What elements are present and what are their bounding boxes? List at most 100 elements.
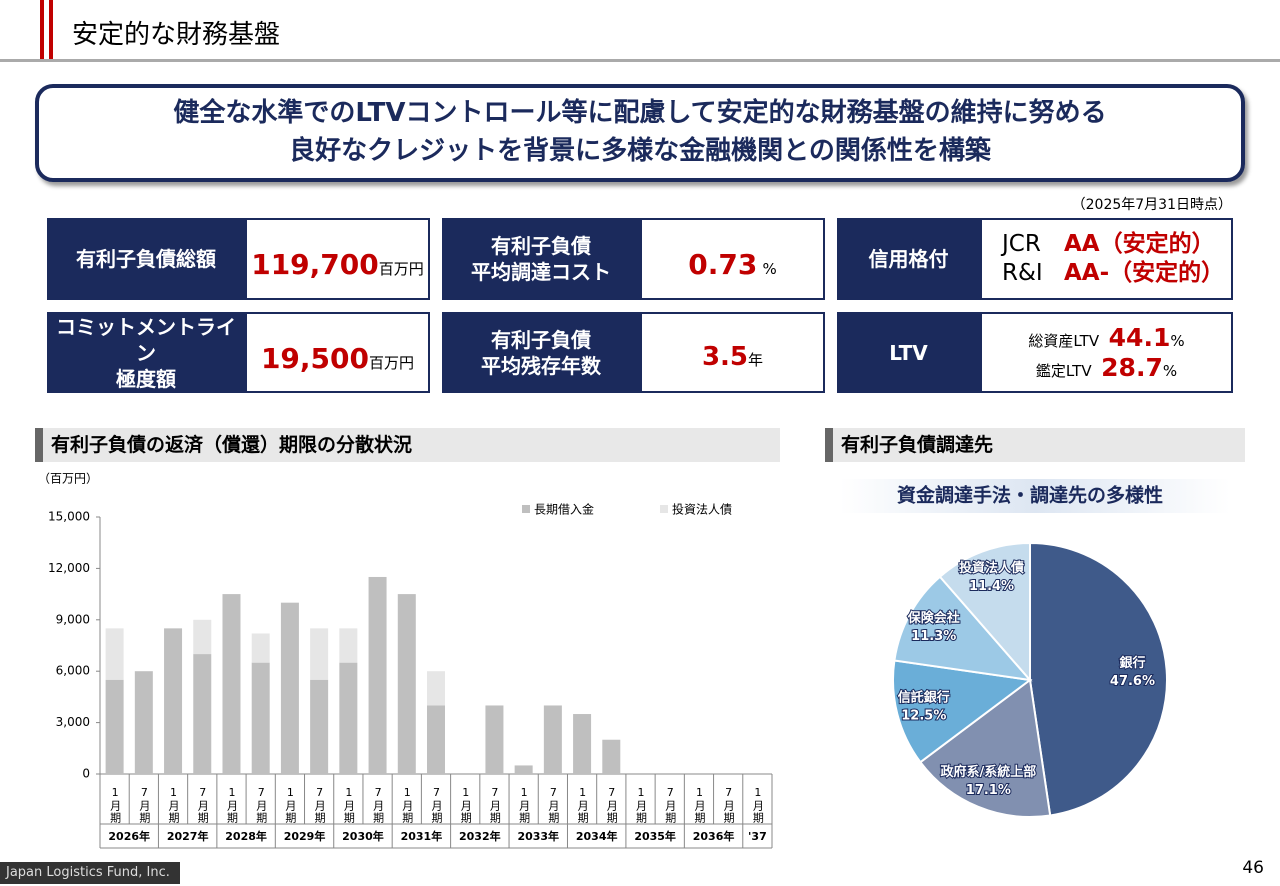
x-tick-label: 1月期 bbox=[225, 786, 238, 824]
title: 安定的な財務基盤 bbox=[72, 20, 281, 50]
label: 有利子負債 bbox=[491, 327, 591, 352]
label: 極度額 bbox=[116, 366, 176, 391]
bar bbox=[134, 671, 153, 774]
value: 0.73 bbox=[688, 248, 758, 281]
unit: 年 bbox=[748, 351, 764, 369]
x-tick-label: 1月期 bbox=[518, 786, 531, 824]
x-group-label: '37 bbox=[748, 830, 767, 843]
unit: % bbox=[1170, 331, 1185, 350]
value: 119,700 bbox=[251, 248, 379, 281]
y-tick-label: 15,000 bbox=[48, 510, 90, 524]
y-tick-label: 6,000 bbox=[56, 664, 90, 678]
bar bbox=[280, 602, 299, 774]
section-header: 有利子負債の返済（償還）期限の分散状況 bbox=[35, 428, 780, 462]
x-group-label: 2026年 bbox=[108, 829, 150, 843]
grade: AA-（安定的） bbox=[1064, 260, 1225, 286]
x-tick-label: 7月期 bbox=[138, 786, 151, 824]
metric-value: 19,500 百万円 bbox=[245, 312, 430, 393]
ltv-row: 総資産LTV 44.1% bbox=[1028, 323, 1184, 353]
x-tick-label: 1月期 bbox=[284, 786, 297, 824]
x-tick-label: 1月期 bbox=[109, 786, 122, 824]
pie-value-label: 17.1% bbox=[966, 783, 1011, 798]
y-tick-label: 3,000 bbox=[56, 715, 90, 729]
x-group-label: 2028年 bbox=[225, 829, 267, 843]
value: 19,500 bbox=[260, 342, 370, 375]
value: 3.5 bbox=[701, 342, 749, 372]
x-tick-label: 7月期 bbox=[196, 786, 209, 824]
section-header: 有利子負債調達先 bbox=[825, 428, 1245, 462]
x-tick-label: 1月期 bbox=[751, 786, 764, 824]
label: 有利子負債 bbox=[491, 234, 591, 258]
x-tick-label: 7月期 bbox=[605, 786, 618, 824]
metric-label: 有利子負債総額 bbox=[47, 218, 245, 300]
y-unit: （百万円） bbox=[38, 472, 98, 486]
summary: 健全な水準でのLTVコントロール等に配慮して安定的な財務基盤の維持に努める 良好… bbox=[35, 84, 1245, 182]
bar bbox=[193, 619, 212, 655]
page-number: 46 bbox=[1242, 858, 1264, 878]
y-tick-label: 0 bbox=[82, 767, 90, 781]
bar bbox=[397, 594, 416, 774]
x-tick-label: 1月期 bbox=[342, 786, 355, 824]
bar bbox=[251, 633, 270, 663]
bar bbox=[310, 679, 329, 774]
label: 平均調達コスト bbox=[471, 260, 611, 284]
accent bbox=[40, 0, 44, 62]
metric-value: 3.5 年 bbox=[640, 312, 825, 393]
metric-label: コミットメントライン 極度額 bbox=[47, 312, 245, 393]
metric-value: 0.73 % bbox=[640, 218, 825, 300]
legend-swatch bbox=[660, 505, 668, 513]
x-group-label: 2035年 bbox=[634, 829, 676, 843]
pie-slice bbox=[893, 575, 1033, 682]
y-tick-label: 9,000 bbox=[56, 612, 90, 626]
x-tick-label: 1月期 bbox=[401, 786, 414, 824]
metric-value: 119,700 百万円 bbox=[245, 218, 430, 300]
bar bbox=[543, 705, 562, 774]
ltv-name: 鑑定LTV bbox=[1035, 361, 1092, 380]
ltv-value: 28.7 bbox=[1101, 352, 1163, 382]
unit: % bbox=[1162, 361, 1178, 380]
pie-label: 銀行 bbox=[1119, 655, 1145, 671]
x-group-label: 2031年 bbox=[401, 829, 443, 843]
pie-label: 投資法人債 bbox=[959, 560, 1024, 576]
summary-line: 健全な水準でのLTVコントロール等に配慮して安定的な財務基盤の維持に努める bbox=[173, 98, 1107, 129]
bar bbox=[222, 594, 241, 774]
x-tick-label: 1月期 bbox=[693, 786, 706, 824]
pie-value-label: 11.3% bbox=[911, 629, 956, 644]
metric-label: 有利子負債 平均残存年数 bbox=[442, 312, 640, 393]
ltv-name: 総資産LTV bbox=[1028, 331, 1100, 350]
rule bbox=[0, 59, 1280, 62]
bar bbox=[427, 705, 445, 774]
x-tick-label: 7月期 bbox=[547, 786, 560, 824]
as-of: （2025年7月31日時点） bbox=[1071, 197, 1232, 213]
metric-value: JCR AA（安定的） R&I AA-（安定的） bbox=[980, 218, 1233, 300]
bar bbox=[193, 654, 212, 774]
charts: 資金調達手法・調達先の多様性 （百万円） 0 3,000 6,000 9,000 12,… bbox=[38, 472, 1230, 849]
pie-slice bbox=[1029, 541, 1168, 817]
metric-label: 信用格付 bbox=[837, 218, 980, 300]
legend-label: 投資法人債 bbox=[672, 502, 732, 517]
pie-label: 信託銀行 bbox=[898, 690, 950, 706]
bar bbox=[310, 628, 329, 680]
x-tick-label: 7月期 bbox=[313, 786, 326, 824]
bar bbox=[339, 662, 358, 774]
pie-value-label: 11.4% bbox=[969, 579, 1014, 594]
accent bbox=[49, 0, 53, 62]
label: 有利子負債総額 bbox=[76, 247, 216, 271]
footer-company: Japan Logistics Fund, Inc. bbox=[0, 862, 180, 884]
rating-row: JCR AA（安定的） bbox=[1002, 230, 1215, 259]
metric-label: LTV bbox=[837, 312, 980, 393]
legend-label: 長期借入金 bbox=[534, 502, 594, 517]
label: コミットメントライン bbox=[56, 314, 236, 365]
x-tick-label: 7月期 bbox=[255, 786, 268, 824]
unit: 百万円 bbox=[378, 260, 424, 278]
pie-title: 資金調達手法・調達先の多様性 bbox=[897, 484, 1163, 507]
bar bbox=[339, 628, 358, 663]
bar bbox=[251, 662, 270, 774]
legend-swatch bbox=[522, 505, 530, 513]
x-group-label: 2033年 bbox=[517, 829, 559, 843]
pie-label: 政府系/系統上部 bbox=[940, 764, 1036, 780]
x-group-label: 2036年 bbox=[693, 829, 735, 843]
x-tick-label: 1月期 bbox=[167, 786, 180, 824]
ltv-value: 44.1 bbox=[1108, 322, 1171, 352]
unit: % bbox=[762, 260, 777, 278]
